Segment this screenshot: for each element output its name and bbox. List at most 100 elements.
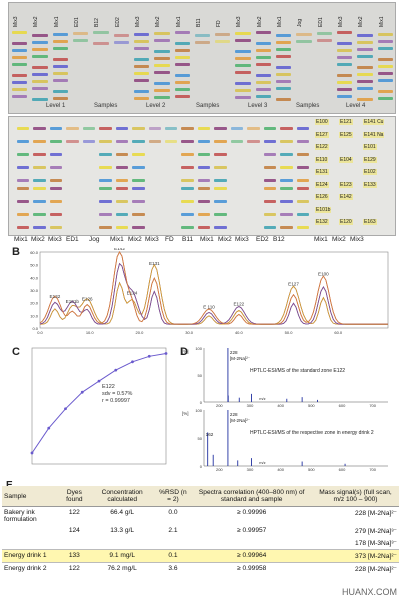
plate-band <box>133 58 150 61</box>
plate-band <box>296 213 309 216</box>
plate-bottom-lane-label: Jog <box>89 236 100 243</box>
plate-band <box>276 73 292 76</box>
level4-dye-label: E125 <box>339 131 353 138</box>
plate-band <box>247 140 260 143</box>
y-tick-label: 50 <box>198 436 203 441</box>
plate-band <box>99 187 112 190</box>
plate-bottom-lane-label: Mix3 <box>350 236 364 243</box>
plate-band <box>32 80 48 83</box>
table-cell-dyes: 124 <box>68 527 80 534</box>
plate-bottom-lane-label: Mix3 <box>235 236 249 243</box>
y-tick-label: 100 <box>195 346 202 351</box>
plate-band <box>214 127 227 130</box>
plate-band <box>255 63 272 66</box>
plate-band <box>337 81 353 84</box>
densitogram-trace <box>39 262 388 325</box>
hptlc-plate-bottom: E100 E121 E141 Cu E127 E125 E141 Na E122 E101 E1… <box>8 116 396 236</box>
plate-band <box>33 179 46 182</box>
x-tick-label: 500 <box>308 467 315 472</box>
plate-band <box>255 81 272 84</box>
plate-band <box>181 153 194 156</box>
ms-peak2-label: 162 <box>206 432 214 437</box>
table-cell-rsd <box>154 537 191 550</box>
plate-top-lane-label: ED1 <box>317 17 324 27</box>
plate-band <box>33 153 46 156</box>
plate-band <box>32 73 48 76</box>
x-tick-label: 10.0 <box>86 330 95 335</box>
plate-band <box>12 88 28 91</box>
level4-dye-label: E127 <box>315 131 329 138</box>
plate-band <box>197 200 211 203</box>
plate-band <box>174 31 190 34</box>
plate-band <box>154 82 170 85</box>
plate-band <box>377 47 393 50</box>
peak-label: E142 <box>114 248 125 251</box>
table-cell-dyes: 122 <box>68 565 80 572</box>
plate-band <box>133 79 150 82</box>
plate-band <box>181 187 194 190</box>
calibration-dye-label: E122 <box>102 384 115 390</box>
plate-band <box>32 55 48 58</box>
plate-top-lane-label: Mix2 <box>256 16 263 27</box>
plate-band <box>263 153 277 156</box>
plate-band <box>49 153 63 156</box>
plate-band <box>113 41 129 44</box>
plate-band <box>181 166 194 169</box>
plate-band <box>165 140 178 143</box>
plate-band <box>115 166 129 169</box>
table-cell-dyes <box>59 537 90 550</box>
plate-band <box>316 39 333 42</box>
level-label: Level 4 <box>346 103 366 109</box>
y-tick-label: 30.0 <box>30 288 39 293</box>
plate-band <box>132 153 145 156</box>
plate-band <box>296 226 309 229</box>
panel-d-label: D <box>180 346 188 358</box>
plate-band <box>17 179 30 182</box>
plate-band <box>377 58 393 61</box>
plate-band <box>377 65 393 68</box>
plate-band <box>357 55 373 58</box>
plate-band <box>276 34 292 37</box>
plate-band <box>99 127 112 130</box>
plate-band <box>99 226 112 229</box>
plate-band <box>235 50 251 53</box>
plate-band <box>235 64 251 67</box>
table-header-cell: %RSD (n = 2) <box>154 486 192 507</box>
plate-bottom-lane-label: ED1 <box>66 236 79 243</box>
ms-peak-ion: [M-2Na]²⁻ <box>230 418 251 423</box>
x-tick-label: 300 <box>247 467 254 472</box>
plate-bottom-lane-label: B11 <box>182 236 194 243</box>
plate-band <box>115 213 129 216</box>
plate-band <box>32 98 48 101</box>
plate-band <box>148 127 161 130</box>
level-label: Samples <box>296 103 320 109</box>
plate-band <box>17 153 30 156</box>
plate-band <box>280 226 293 229</box>
table-cell-rsd: 0.0 <box>154 506 192 525</box>
plate-band <box>296 153 309 156</box>
x-tick-label: 40.0 <box>235 330 244 335</box>
panel-e-label: E <box>6 480 13 491</box>
plate-band <box>377 90 393 93</box>
peak-label: E 110 <box>203 304 215 309</box>
calibration-point <box>97 379 101 383</box>
plate-band <box>235 89 251 92</box>
plate-band <box>174 56 190 59</box>
plate-bottom-lane-label: B12 <box>273 236 285 243</box>
x-tick-label: 600 <box>339 467 346 472</box>
plate-band <box>17 187 30 190</box>
plate-band <box>174 81 190 84</box>
plate-band <box>197 166 211 169</box>
table-cell-sample: Energy drink 1 <box>2 549 59 563</box>
plate-band <box>255 74 272 77</box>
table-cell-conc: 9.1 mg/L <box>89 549 155 563</box>
plate-bottom-lane-label: Mix2 <box>31 236 45 243</box>
plate-band <box>337 95 353 98</box>
plate-band <box>133 97 150 100</box>
plate-bottom-lane-label: Mix3 <box>145 236 159 243</box>
plate-band <box>174 49 190 52</box>
plate-band <box>337 42 353 45</box>
plate-band <box>99 140 112 143</box>
calibration-point <box>114 368 118 372</box>
